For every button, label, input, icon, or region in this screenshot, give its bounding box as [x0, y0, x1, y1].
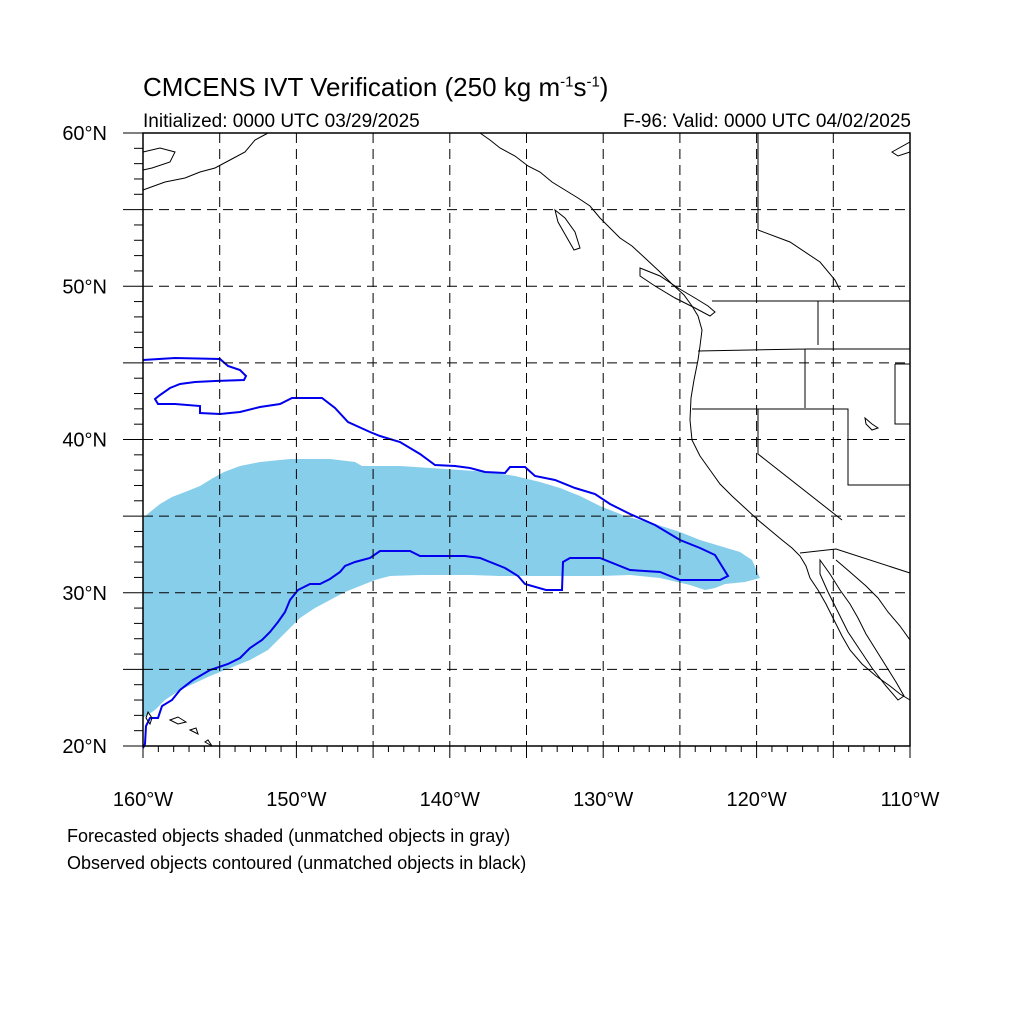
axis-tick-labels: 160°W 150°W 140°W 130°W 120°W 110°W 20°N 30°N 40…	[62, 123, 939, 811]
y-tick-label: 50°N	[62, 276, 107, 298]
observed-contours	[142, 356, 730, 749]
x-tick-label: 160°W	[113, 789, 173, 811]
y-tick-label: 40°N	[62, 430, 107, 452]
alaska-coast	[142, 132, 269, 191]
forecast-object	[143, 459, 760, 718]
y-tick-label: 60°N	[62, 123, 107, 145]
x-tick-label: 130°W	[573, 789, 633, 811]
ne-corner-coast	[891, 141, 911, 157]
y-tick-label: 20°N	[62, 736, 107, 758]
north-coast	[479, 132, 911, 701]
note-forecast: Forecasted objects shaded (unmatched obj…	[67, 826, 511, 846]
x-tick-label: 140°W	[420, 789, 480, 811]
state-borders	[692, 133, 911, 574]
x-tick-label: 120°W	[726, 789, 786, 811]
haida-gwaii	[554, 208, 581, 251]
valid-time: F-96: Valid: 0000 UTC 04/02/2025	[623, 111, 911, 132]
initialized-time: Initialized: 0000 UTC 03/29/2025	[143, 111, 420, 132]
x-tick-label: 150°W	[266, 789, 326, 811]
x-tick-label: 110°W	[881, 789, 940, 811]
mexico-mainland	[835, 559, 911, 641]
axis-ticks	[123, 132, 911, 758]
y-tick-label: 30°N	[62, 583, 107, 605]
hawaii-islands	[145, 710, 213, 747]
vancouver-island	[639, 267, 716, 317]
map-grid	[143, 133, 910, 746]
note-observed: Observed objects contoured (unmatched ob…	[67, 853, 527, 873]
great-salt-lake	[864, 416, 880, 431]
baja-california	[819, 558, 905, 701]
observed-object-1	[142, 356, 730, 749]
coastlines	[142, 132, 911, 747]
chart-title: CMCENS IVT Verification (250 kg m-1s-1)	[143, 72, 609, 102]
